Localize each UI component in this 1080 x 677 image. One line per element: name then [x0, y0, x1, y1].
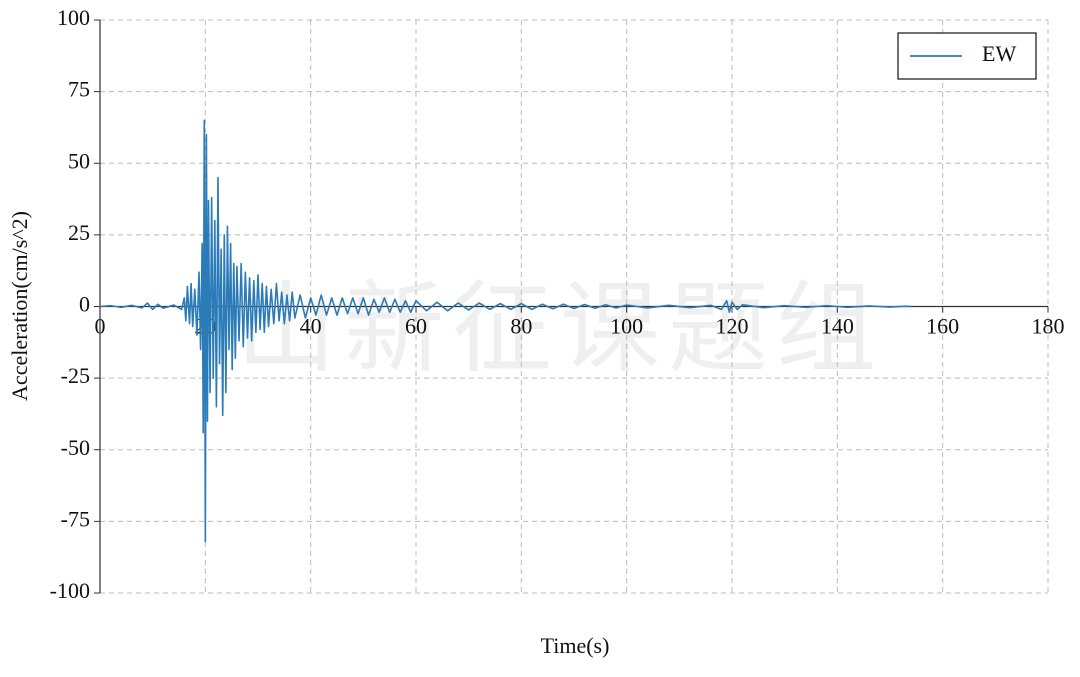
- legend-label: EW: [982, 41, 1016, 66]
- y-tick-label: 0: [79, 292, 90, 317]
- y-tick-label: -25: [61, 363, 90, 388]
- x-tick-label: 60: [405, 314, 427, 339]
- x-tick-label: 40: [300, 314, 322, 339]
- y-tick-label: -100: [50, 578, 90, 603]
- y-tick-label: -75: [61, 506, 90, 531]
- x-tick-label: 140: [821, 314, 854, 339]
- data-line: [99, 119, 912, 543]
- y-tick-label: 50: [68, 148, 90, 173]
- y-tick-label: -50: [61, 435, 90, 460]
- y-axis-label: Acceleration(cm/s^2): [7, 211, 32, 401]
- x-tick-label: 120: [716, 314, 749, 339]
- x-tick-label: 100: [610, 314, 643, 339]
- y-tick-label: 25: [68, 220, 90, 245]
- y-tick-label: 75: [68, 77, 90, 102]
- watermark: 山新征课题组: [236, 274, 884, 385]
- x-tick-label: 80: [510, 314, 532, 339]
- x-tick-label: 160: [926, 314, 959, 339]
- x-axis-label: Time(s): [541, 633, 610, 658]
- x-tick-label: 180: [1032, 314, 1065, 339]
- y-tick-label: 100: [57, 5, 90, 30]
